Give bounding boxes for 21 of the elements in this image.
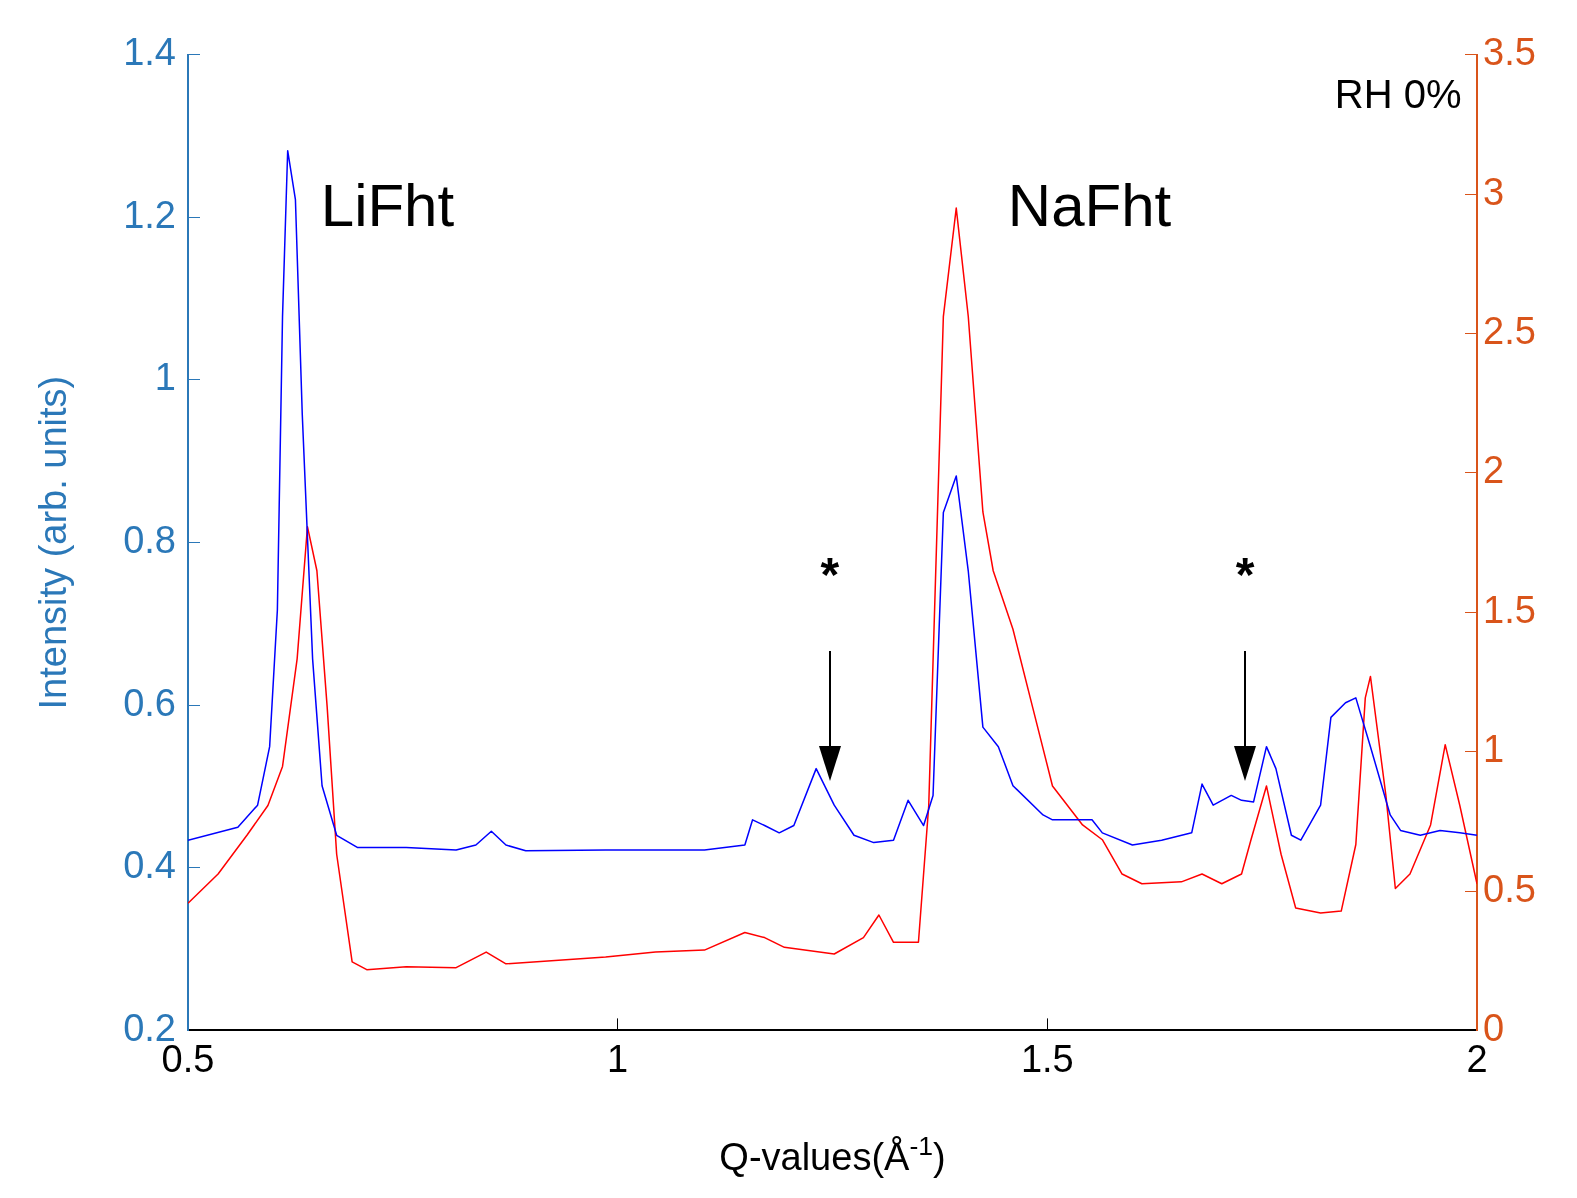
- y2-tick-label: 1.5: [1483, 588, 1536, 631]
- y2-tick-label: 1: [1483, 728, 1505, 771]
- annotation: RH 0%: [1334, 72, 1462, 117]
- x-tick-label: 1: [607, 1037, 629, 1080]
- y-tick-label: 0.6: [123, 681, 176, 724]
- annotation: NaFht: [1007, 171, 1172, 239]
- y-axis-title: Intensity (arb. units): [32, 375, 74, 710]
- x-tick-label: 1.5: [1020, 1037, 1074, 1080]
- y-tick-label: 1.4: [123, 31, 176, 74]
- y2-tick-label: 0.5: [1483, 867, 1536, 910]
- y-tick-label: 0.8: [123, 519, 176, 562]
- annotation: *: [1235, 548, 1255, 602]
- annotation: *: [820, 548, 840, 602]
- y2-tick-label: 2.5: [1483, 310, 1536, 353]
- y-tick-label: 1.2: [123, 193, 176, 236]
- y-tick-label: 0.4: [123, 844, 176, 887]
- y2-tick-label: 3.5: [1483, 31, 1536, 74]
- y-tick-label: 1: [154, 356, 176, 399]
- annotation: LiFht: [320, 171, 455, 239]
- y2-tick-label: 2: [1483, 449, 1505, 492]
- y2-tick-label: 3: [1483, 170, 1505, 213]
